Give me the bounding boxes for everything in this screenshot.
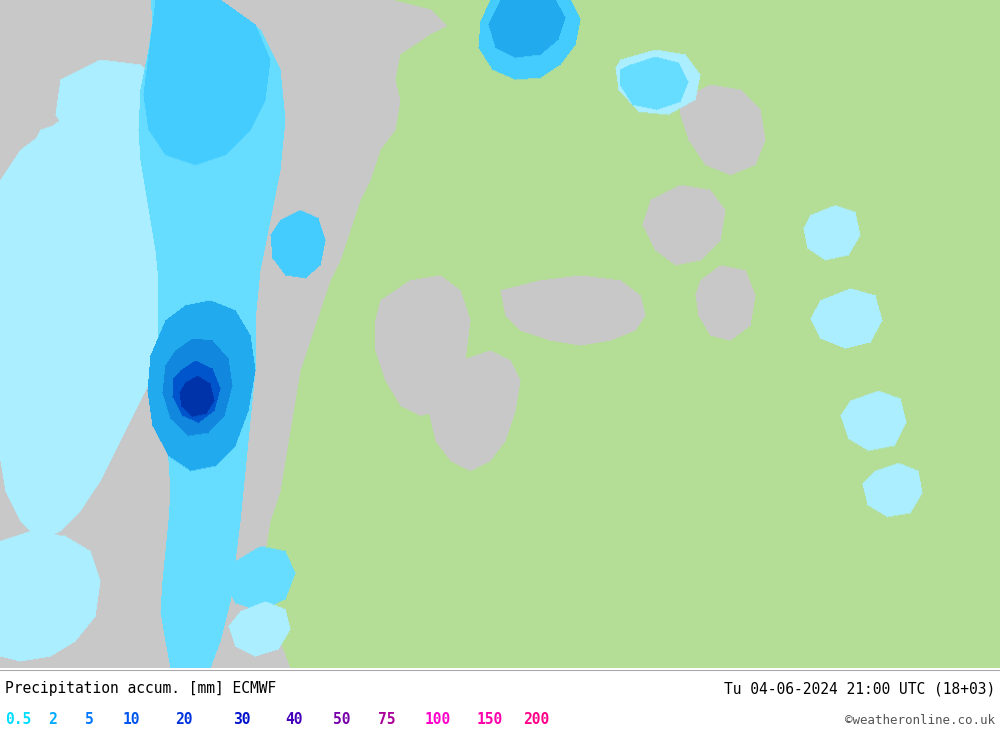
Text: 2: 2 [48, 712, 57, 726]
Text: 30: 30 [233, 712, 250, 726]
Text: Tu 04-06-2024 21:00 UTC (18+03): Tu 04-06-2024 21:00 UTC (18+03) [724, 682, 995, 696]
Text: ©weatheronline.co.uk: ©weatheronline.co.uk [845, 713, 995, 726]
Text: 75: 75 [378, 712, 396, 726]
Text: 100: 100 [425, 712, 451, 726]
Text: 5: 5 [85, 712, 94, 726]
Text: 150: 150 [477, 712, 503, 726]
Text: 0.5: 0.5 [5, 712, 31, 726]
Text: 20: 20 [175, 712, 192, 726]
Text: 10: 10 [123, 712, 140, 726]
Text: 40: 40 [285, 712, 302, 726]
Text: 50: 50 [333, 712, 351, 726]
Text: Precipitation accum. [mm] ECMWF: Precipitation accum. [mm] ECMWF [5, 682, 276, 696]
Text: 200: 200 [523, 712, 549, 726]
